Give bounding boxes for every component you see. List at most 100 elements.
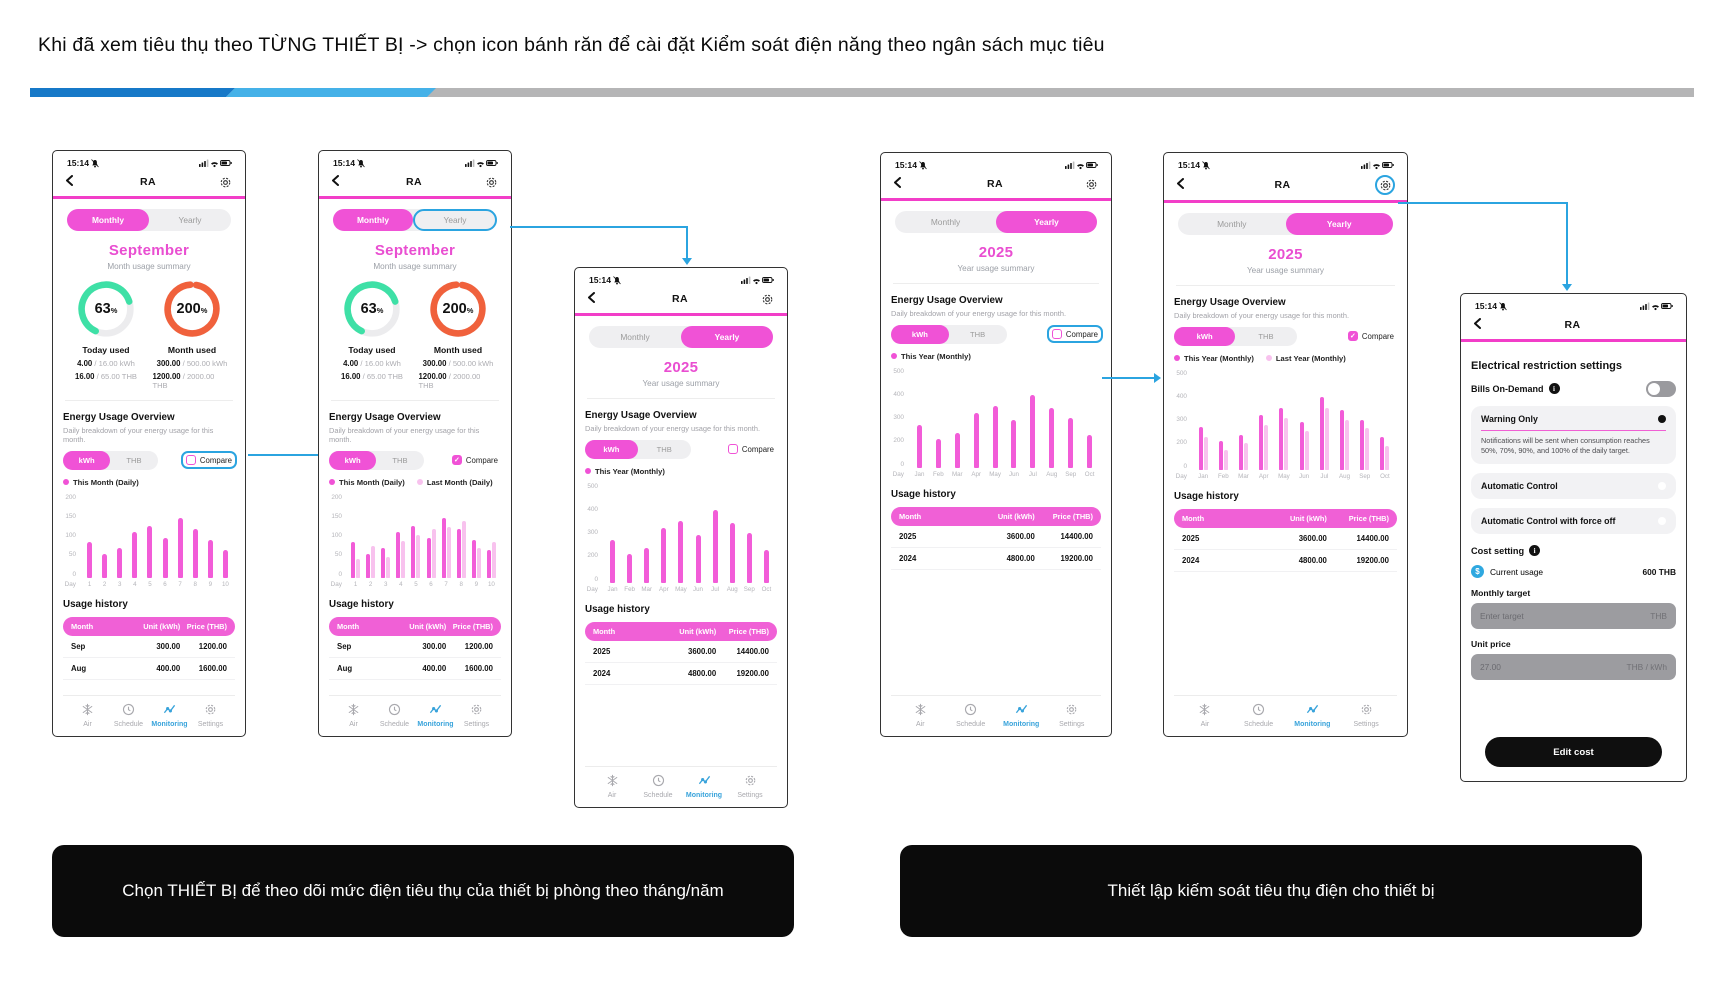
tab-thb[interactable]: THB	[656, 444, 672, 454]
mode-automatic-control-force-off[interactable]: Automatic Control with force off	[1471, 508, 1676, 534]
bottom-nav-monitoring[interactable]: Monitoring	[996, 703, 1047, 728]
tab-kwh[interactable]: kWh	[585, 439, 638, 459]
tab-kwh[interactable]: kWh	[63, 450, 111, 470]
chart-category: 5	[408, 494, 423, 588]
compare-control[interactable]: Compare	[725, 442, 777, 456]
back-button[interactable]	[587, 290, 601, 308]
compare-control[interactable]: Compare	[1345, 329, 1397, 343]
bottom-nav-schedule[interactable]: Schedule	[1232, 703, 1286, 728]
settings-gear-button[interactable]	[759, 291, 775, 307]
section-divider	[893, 282, 1099, 284]
compare-checkbox-icon[interactable]	[727, 444, 738, 455]
tab-kwh[interactable]: kWh	[1174, 326, 1236, 346]
tab-monthly[interactable]: Monthly	[930, 216, 961, 227]
bottom-nav-schedule[interactable]: Schedule	[635, 774, 681, 799]
tab-monthly[interactable]: Monthly	[67, 208, 149, 231]
mode-warning-only[interactable]: Warning Only Notifications will be sent …	[1471, 405, 1676, 464]
chart-bar	[351, 541, 356, 578]
compare-checkbox-icon[interactable]	[451, 455, 462, 466]
bills-on-demand-toggle[interactable]	[1646, 380, 1676, 397]
bills-on-demand-row: Bills On-Demand	[1471, 380, 1676, 397]
compare-control[interactable]: Compare	[180, 451, 238, 470]
table-cell: 2025	[593, 646, 611, 656]
radio-unselected-icon[interactable]	[1658, 482, 1666, 490]
bottom-nav-settings[interactable]: Settings	[456, 703, 497, 728]
bottom-nav-label: Schedule	[643, 792, 673, 799]
settings-gear-button[interactable]	[483, 174, 499, 190]
bottom-nav-schedule[interactable]: Schedule	[374, 703, 415, 728]
x-tick-label: 4	[133, 580, 137, 588]
tab-thb[interactable]: THB	[970, 329, 986, 339]
info-icon[interactable]	[1548, 383, 1560, 395]
tab-thb[interactable]: THB	[392, 455, 408, 465]
chart-bar	[431, 529, 436, 578]
settings-gear-button[interactable]	[1083, 176, 1099, 192]
tab-yearly[interactable]: Yearly	[178, 214, 202, 225]
history-heading: Usage history	[585, 603, 650, 615]
donut-gauge: 200%	[428, 279, 488, 339]
info-icon[interactable]	[1529, 545, 1541, 556]
tab-thb[interactable]: THB	[126, 455, 142, 465]
caption-monitoring: Chọn THIẾT BỊ để theo dõi mức điện tiêu …	[52, 845, 794, 937]
bottom-nav-air[interactable]: Air	[1178, 703, 1232, 728]
bottom-nav-air[interactable]: Air	[333, 703, 374, 728]
bottom-nav-settings[interactable]: Settings	[727, 774, 773, 799]
tab-monthly[interactable]: Monthly	[1217, 218, 1247, 229]
annotation-line-compare-p1-to-p2	[248, 454, 318, 456]
settings-heading: Electrical restriction settings	[1471, 359, 1622, 372]
bottom-nav-label: Settings	[1353, 721, 1379, 728]
annotation-arrow-to-yearly-phone	[682, 258, 692, 265]
chart-category: Apr	[1254, 370, 1274, 480]
period-title: 2025	[978, 243, 1014, 261]
bottom-nav-monitoring[interactable]: Monitoring	[681, 774, 727, 799]
radio-unselected-icon[interactable]	[1658, 517, 1666, 525]
y-tick-label: 200	[893, 437, 904, 445]
unit-price-input[interactable]: 27.00 THB / kWh	[1471, 654, 1676, 680]
compare-checkbox-icon[interactable]	[1347, 331, 1358, 342]
chart-bar	[476, 548, 481, 578]
tab-kwh[interactable]: kWh	[329, 450, 377, 470]
status-bar: 15:14	[881, 153, 1111, 171]
tab-thb[interactable]: THB	[1258, 331, 1274, 341]
bottom-nav-air[interactable]: Air	[589, 774, 635, 799]
bottom-nav-monitoring[interactable]: Monitoring	[1286, 703, 1340, 728]
chart-category: 9	[203, 494, 218, 588]
tab-yearly[interactable]: Yearly	[996, 210, 1097, 233]
settings-gear-button[interactable]	[217, 174, 233, 190]
tab-yearly[interactable]: Yearly	[681, 325, 773, 348]
bottom-nav-settings[interactable]: Settings	[1339, 703, 1393, 728]
mode-automatic-control[interactable]: Automatic Control	[1471, 473, 1676, 499]
edit-cost-button[interactable]: Edit cost	[1485, 737, 1662, 767]
bottom-nav-schedule[interactable]: Schedule	[108, 703, 149, 728]
tab-yearly[interactable]: Yearly	[1285, 212, 1393, 235]
back-button[interactable]	[65, 173, 79, 191]
settings-gear-button[interactable]	[1375, 175, 1395, 195]
bottom-nav-air[interactable]: Air	[895, 703, 946, 728]
compare-checkbox-icon[interactable]	[185, 455, 196, 466]
tab-yearly[interactable]: Yearly	[413, 208, 497, 231]
unit-tabs: kWh THB	[1174, 326, 1297, 346]
tab-monthly[interactable]: Monthly	[333, 208, 413, 231]
radio-selected-icon[interactable]	[1658, 414, 1666, 423]
period-title: September	[374, 241, 456, 259]
bottom-nav-settings[interactable]: Settings	[190, 703, 231, 728]
compare-checkbox-icon[interactable]	[1051, 329, 1062, 340]
compare-control[interactable]: Compare	[449, 453, 501, 467]
back-button[interactable]	[1473, 316, 1487, 334]
tab-monthly[interactable]: Monthly	[620, 331, 650, 342]
period-subtitle: Month usage summary	[107, 261, 191, 271]
monthly-target-input[interactable]: Enter target THB	[1471, 603, 1676, 629]
chart-category: 3	[112, 494, 127, 588]
bottom-nav-schedule[interactable]: Schedule	[946, 703, 997, 728]
back-button[interactable]	[1176, 176, 1190, 194]
bottom-nav-label: Air	[607, 792, 617, 799]
back-button[interactable]	[893, 175, 907, 193]
unit-tabs: kWh THB	[891, 324, 1007, 344]
compare-control[interactable]: Compare	[1046, 325, 1104, 344]
back-button[interactable]	[331, 173, 345, 191]
bottom-nav-monitoring[interactable]: Monitoring	[415, 703, 456, 728]
bottom-nav-air[interactable]: Air	[67, 703, 108, 728]
bottom-nav-settings[interactable]: Settings	[1047, 703, 1098, 728]
bottom-nav-monitoring[interactable]: Monitoring	[149, 703, 190, 728]
tab-kwh[interactable]: kWh	[891, 324, 949, 344]
